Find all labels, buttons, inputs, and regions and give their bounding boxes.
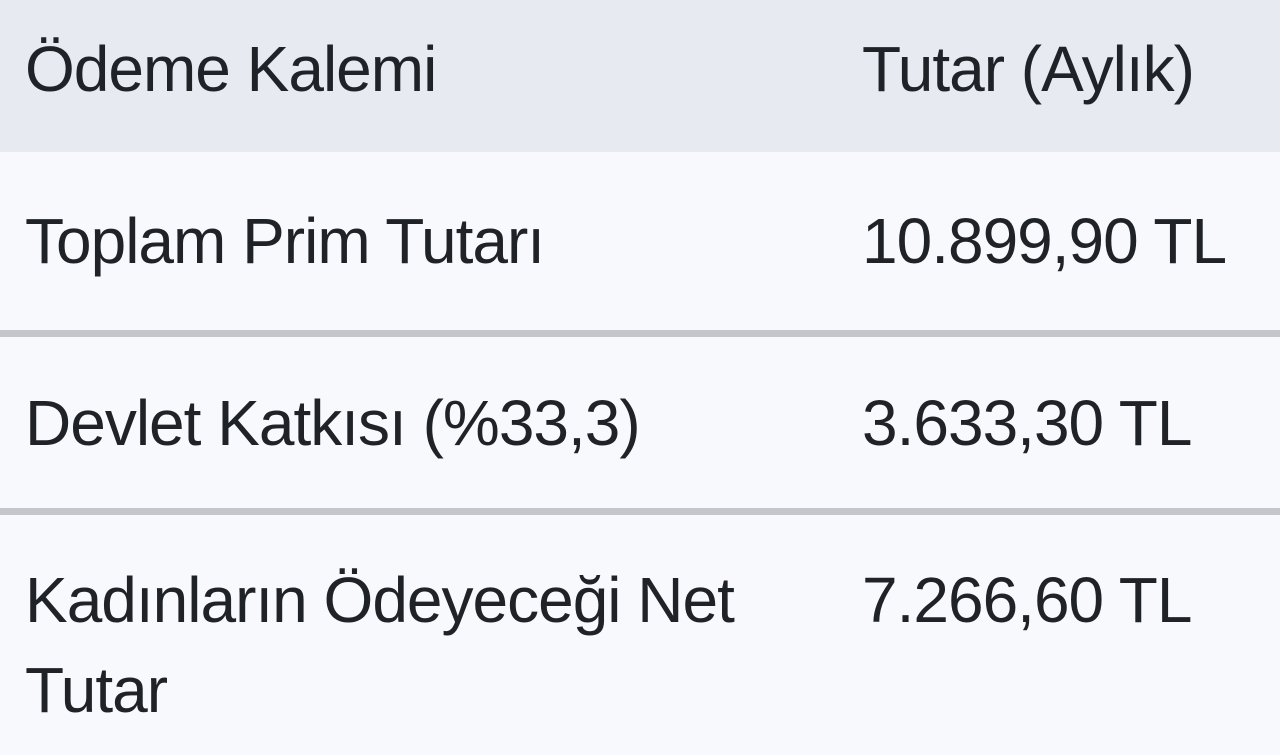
column-header-odeme-kalemi: Ödeme Kalemi [25, 33, 437, 105]
row-label: Devlet Katkısı (%33,3) [25, 386, 641, 459]
row-amount: 3.633,30 TL [862, 386, 1192, 459]
row-divider [0, 330, 1280, 337]
row-amount: 7.266,60 TL [862, 564, 1192, 636]
row-amount: 10.899,90 TL [862, 205, 1227, 277]
table-row-devlet-katkisi: Devlet Katkısı (%33,3) 3.633,30 TL [0, 337, 1280, 508]
table-row-net-tutar: Kadınların Ödeyeceği Net Tutar 7.266,60 … [0, 515, 1280, 755]
column-header-tutar-aylik: Tutar (Aylık) [862, 33, 1195, 105]
row-divider [0, 508, 1280, 515]
row-label: Kadınların Ödeyeceği Net Tutar [25, 564, 735, 726]
row-label: Toplam Prim Tutarı [25, 205, 545, 277]
table-header-row: Ödeme Kalemi Tutar (Aylık) [0, 0, 1280, 152]
table-row-toplam-prim: Toplam Prim Tutarı 10.899,90 TL [0, 152, 1280, 330]
